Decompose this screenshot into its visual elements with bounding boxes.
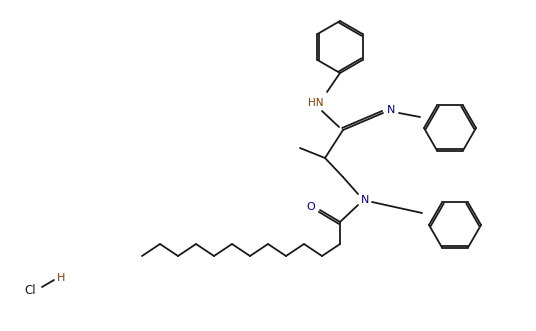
Text: O: O [307,202,315,212]
Text: N: N [387,105,395,115]
Text: N: N [361,195,369,205]
Text: HN: HN [308,98,324,108]
Text: H: H [57,273,65,283]
Text: Cl: Cl [24,283,35,297]
